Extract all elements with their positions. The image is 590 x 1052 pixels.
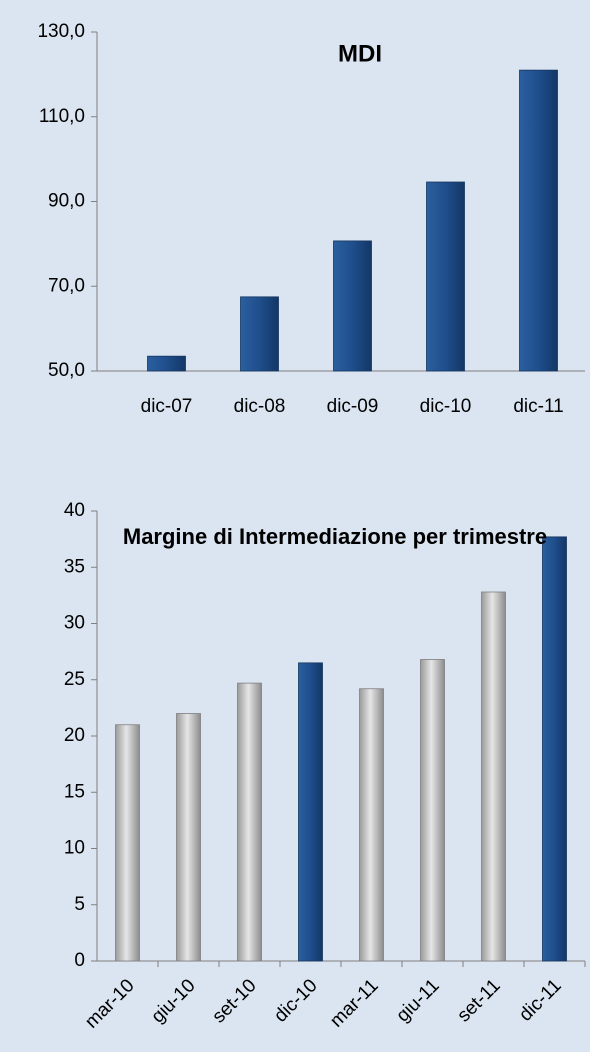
chart-title: Margine di Intermediazione per trimestre [122,524,548,549]
bar [298,662,323,962]
bar [426,181,465,372]
y-tick-label: 90,0 [48,191,85,212]
y-tick-label: 30 [64,613,85,634]
y-tick-label: 25 [64,669,85,690]
x-tick-label: dic-08 [234,396,286,417]
x-tick-label: set-11 [453,975,504,1026]
bar [176,713,201,962]
x-tick-label: giu-11 [392,975,443,1026]
bar [237,682,262,962]
y-tick-label: 0 [74,950,85,971]
bar [542,536,567,962]
y-tick-label: 70,0 [48,275,85,296]
bar [147,355,186,372]
x-tick-label: dic-11 [515,975,565,1025]
x-tick-label: dic-07 [141,396,193,417]
y-tick-label: 20 [64,725,85,746]
bar [481,591,506,962]
y-tick-label: 5 [74,894,85,915]
bar [420,659,445,962]
y-tick-label: 10 [64,838,85,859]
x-tick-label: dic-09 [327,396,379,417]
y-tick-label: 50,0 [48,360,85,381]
x-tick-label: mar-10 [81,975,138,1032]
y-tick-label: 15 [64,781,85,802]
y-tick-label: 130,0 [37,21,85,42]
bar [519,69,558,372]
x-tick-label: dic-10 [270,975,321,1026]
y-tick-label: 40 [64,500,85,521]
x-tick-label: mar-11 [326,975,382,1031]
chart-title: MDI [338,40,382,67]
y-tick-label: 110,0 [39,106,85,127]
x-tick-label: giu-10 [147,975,199,1027]
bar [240,296,279,372]
bar [115,724,140,962]
y-tick-label: 35 [64,556,85,577]
x-tick-label: dic-11 [513,396,563,417]
x-tick-label: set-10 [208,975,260,1027]
bar [333,240,372,372]
x-tick-label: dic-10 [420,396,472,417]
bar [359,688,384,962]
